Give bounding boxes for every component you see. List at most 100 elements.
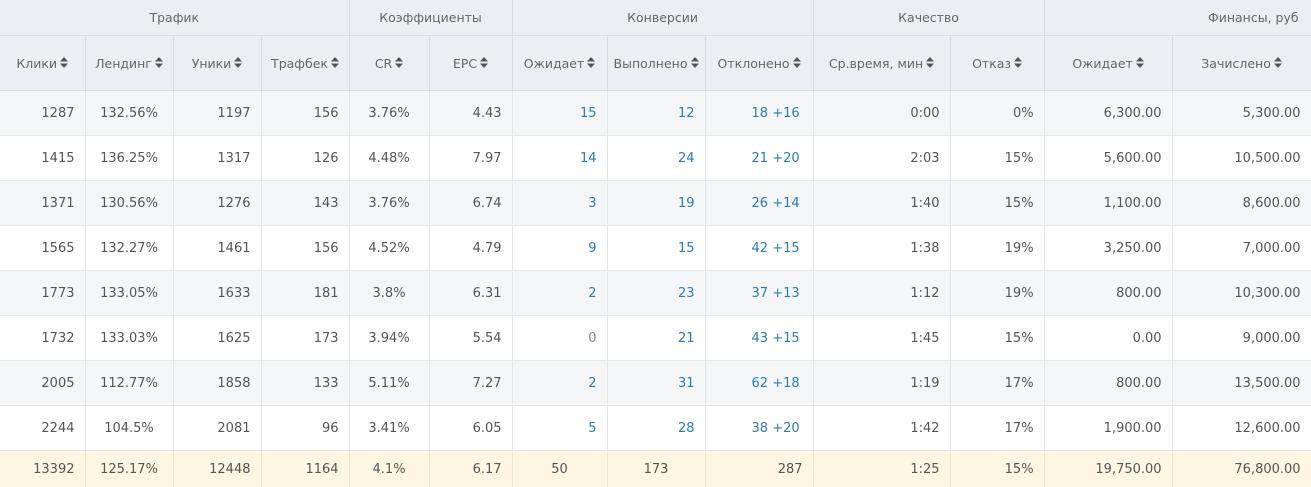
cell-rejected[interactable]: 38 +20 [705, 406, 813, 451]
cell-pending[interactable]: 2 [512, 271, 607, 316]
cell-uniques: 1461 [173, 226, 261, 271]
rejected-count[interactable]: 43 [752, 331, 769, 346]
cell-rejected[interactable]: 62 +18 [705, 361, 813, 406]
sort-icon[interactable] [60, 60, 68, 71]
cell-done[interactable]: 12 [607, 91, 705, 136]
column-header-conv-pending[interactable]: Ожидает [512, 36, 607, 91]
column-header-label: CR [375, 56, 392, 71]
rejected-extra[interactable]: +15 [772, 331, 799, 346]
cell-done[interactable]: 15 [607, 226, 705, 271]
sort-icon[interactable] [395, 60, 403, 71]
cell-rejected[interactable]: 37 +13 [705, 271, 813, 316]
sort-icon[interactable] [480, 60, 488, 71]
sort-icon[interactable] [1274, 60, 1282, 71]
cell-rejected[interactable]: 21 +20 [705, 136, 813, 181]
rejected-count[interactable]: 18 [752, 106, 769, 121]
cell-cr: 4.48% [349, 136, 429, 181]
cell-avg-time: 1:12 [813, 271, 950, 316]
rejected-extra[interactable]: +14 [772, 196, 799, 211]
cell-landing: 112.77% [85, 361, 173, 406]
cell-fin-credited: 7,000.00 [1172, 226, 1311, 271]
rejected-count[interactable]: 21 [752, 151, 769, 166]
cell-clicks: 1287 [0, 91, 85, 136]
column-header-label: Отклонено [718, 56, 790, 71]
cell-pending[interactable]: 15 [512, 91, 607, 136]
cell-pending[interactable]: 5 [512, 406, 607, 451]
cell-bounce: 0% [950, 91, 1044, 136]
sort-icon[interactable] [926, 60, 934, 71]
column-header-label: Клики [16, 56, 57, 71]
column-header-trafficback[interactable]: Трафбек [261, 36, 349, 91]
cell-done[interactable]: 31 [607, 361, 705, 406]
cell-fin-credited: 12,600.00 [1172, 406, 1311, 451]
cell-fin-credited: 9,000.00 [1172, 316, 1311, 361]
cell-clicks: 1773 [0, 271, 85, 316]
cell-uniques: 1858 [173, 361, 261, 406]
cell-done[interactable]: 24 [607, 136, 705, 181]
cell-pending: 0 [512, 316, 607, 361]
group-header-coefficients: Коэффициенты [349, 0, 512, 36]
cell-cr: 3.76% [349, 91, 429, 136]
column-header-conv-done[interactable]: Выполнено [607, 36, 705, 91]
cell-pending[interactable]: 3 [512, 181, 607, 226]
sort-icon[interactable] [691, 60, 699, 71]
cell-rejected[interactable]: 26 +14 [705, 181, 813, 226]
cell-fin-credited: 5,300.00 [1172, 91, 1311, 136]
cell-avg-time: 1:40 [813, 181, 950, 226]
column-header-label: Ср.время, мин [829, 56, 923, 71]
column-header-uniques[interactable]: Уники [173, 36, 261, 91]
cell-rejected[interactable]: 18 +16 [705, 91, 813, 136]
cell-done[interactable]: 28 [607, 406, 705, 451]
cell-rejected[interactable]: 43 +15 [705, 316, 813, 361]
cell-avg-time: 1:45 [813, 316, 950, 361]
sort-icon[interactable] [1136, 60, 1144, 71]
cell-trafficback: 156 [261, 91, 349, 136]
cell-bounce: 17% [950, 406, 1044, 451]
rejected-count[interactable]: 38 [752, 421, 769, 436]
column-header-label: Отказ [972, 56, 1011, 71]
sort-icon[interactable] [155, 60, 163, 71]
sort-icon[interactable] [793, 60, 801, 71]
column-header-cr[interactable]: CR [349, 36, 429, 91]
rejected-extra[interactable]: +18 [772, 376, 799, 391]
rejected-count[interactable]: 42 [752, 241, 769, 256]
cell-fin-pending: 800.00 [1044, 361, 1172, 406]
rejected-count[interactable]: 26 [752, 196, 769, 211]
cell-pending[interactable]: 14 [512, 136, 607, 181]
sort-icon[interactable] [331, 60, 339, 71]
cell-done[interactable]: 19 [607, 181, 705, 226]
cell-pending[interactable]: 9 [512, 226, 607, 271]
rejected-extra[interactable]: +13 [772, 286, 799, 301]
cell-rejected[interactable]: 42 +15 [705, 226, 813, 271]
cell-done[interactable]: 23 [607, 271, 705, 316]
cell-avg-time: 0:00 [813, 91, 950, 136]
group-header-conversions: Конверсии [512, 0, 813, 36]
column-header-avg-time[interactable]: Ср.время, мин [813, 36, 950, 91]
cell-trafficback: 126 [261, 136, 349, 181]
sort-icon[interactable] [1014, 60, 1022, 71]
column-header-label: Зачислено [1201, 56, 1271, 71]
total-fin-pending: 19,750.00 [1044, 451, 1172, 487]
rejected-extra[interactable]: +20 [772, 421, 799, 436]
column-header-fin-credited[interactable]: Зачислено [1172, 36, 1311, 91]
rejected-extra[interactable]: +15 [772, 241, 799, 256]
cell-pending[interactable]: 2 [512, 361, 607, 406]
column-header-clicks[interactable]: Клики [0, 36, 85, 91]
cell-fin-pending: 5,600.00 [1044, 136, 1172, 181]
column-header-bounce[interactable]: Отказ [950, 36, 1044, 91]
cell-landing: 133.05% [85, 271, 173, 316]
sort-icon[interactable] [234, 60, 242, 71]
column-header-epc[interactable]: EPC [429, 36, 512, 91]
cell-epc: 7.97 [429, 136, 512, 181]
sort-icon[interactable] [587, 60, 595, 71]
rejected-extra[interactable]: +16 [772, 106, 799, 121]
rejected-count[interactable]: 62 [752, 376, 769, 391]
cell-fin-credited: 8,600.00 [1172, 181, 1311, 226]
rejected-count[interactable]: 37 [752, 286, 769, 301]
cell-trafficback: 133 [261, 361, 349, 406]
column-header-fin-pending[interactable]: Ожидает [1044, 36, 1172, 91]
rejected-extra[interactable]: +20 [772, 151, 799, 166]
column-header-landing[interactable]: Лендинг [85, 36, 173, 91]
column-header-conv-rejected[interactable]: Отклонено [705, 36, 813, 91]
cell-done[interactable]: 21 [607, 316, 705, 361]
